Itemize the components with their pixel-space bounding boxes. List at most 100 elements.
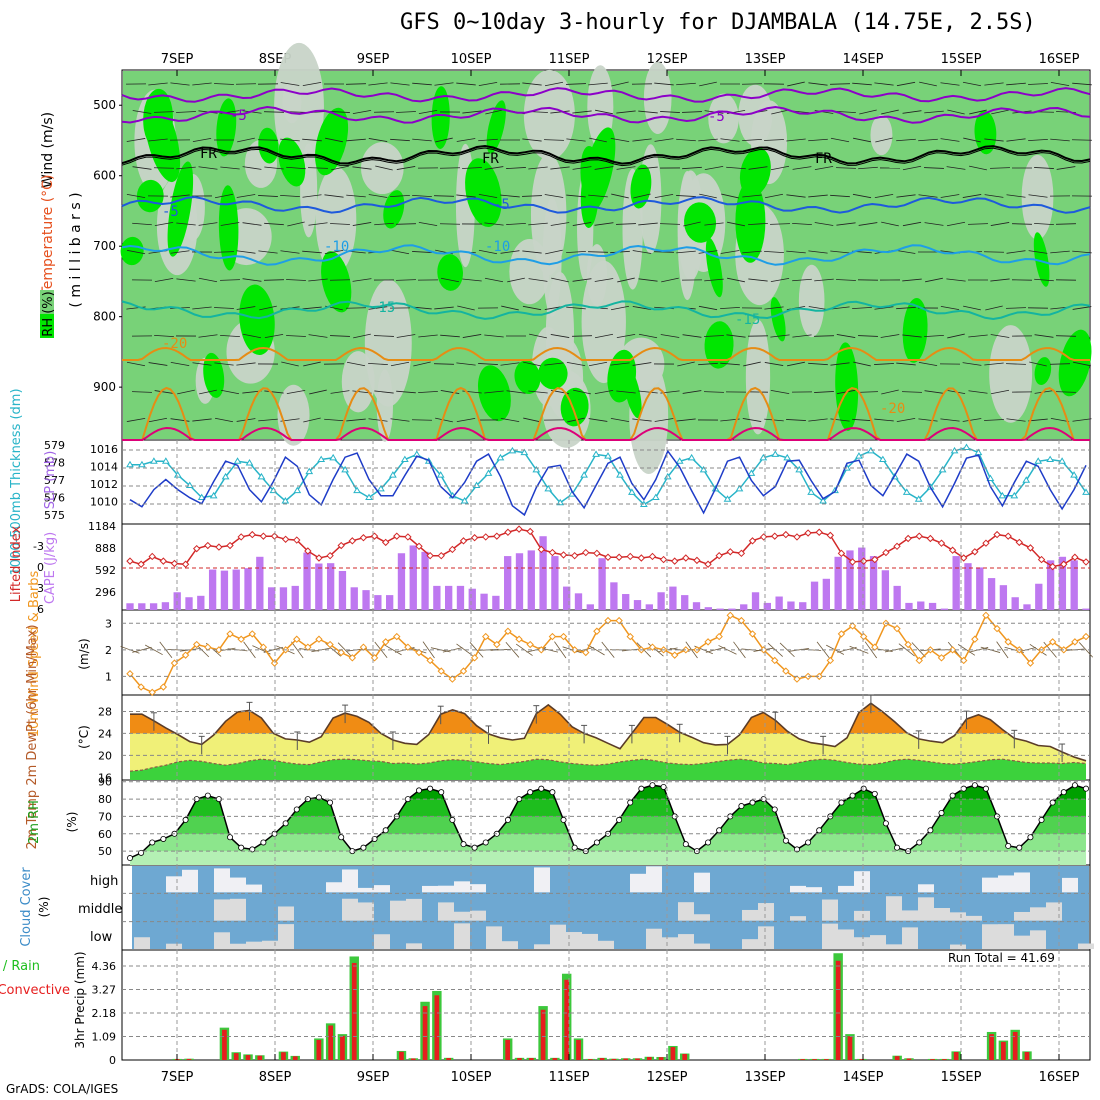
- wind-barb: [242, 333, 262, 339]
- precip-convective-bar: [245, 1055, 251, 1060]
- wind-barb: [1006, 250, 1026, 254]
- wind10-speed-point: [270, 659, 279, 667]
- rh2m-point: [771, 806, 778, 813]
- wind-barb: [764, 193, 784, 199]
- cloud-block: [838, 929, 854, 949]
- rh2m-point: [1016, 844, 1023, 851]
- wind-barb: [1073, 361, 1091, 367]
- thickness-point: [687, 453, 696, 461]
- contour-label: -5: [493, 197, 510, 213]
- cloud-block: [902, 910, 918, 921]
- cape-bar: [669, 586, 677, 610]
- cloud-block: [358, 902, 374, 921]
- lifted-tick: 6: [37, 603, 44, 616]
- thickness-point: [628, 488, 636, 495]
- slp-tick: 1010: [90, 496, 118, 509]
- wind-barb: [286, 279, 306, 281]
- cape-bar: [881, 570, 890, 610]
- wind-barb: [302, 194, 322, 198]
- wind-barb: [214, 83, 234, 85]
- wind10-speed-point: [248, 630, 256, 638]
- rh-dry-area: [798, 264, 825, 338]
- wind-barb: [390, 82, 410, 86]
- cape-bar: [1011, 597, 1019, 610]
- millibars-axis-label: ( m i l l i b a r s ): [68, 192, 84, 307]
- cape-bar: [645, 604, 653, 610]
- cloud-block: [678, 934, 694, 949]
- wind-barb: [286, 335, 306, 337]
- wind-barb: [918, 361, 938, 367]
- wind-barb: [220, 166, 240, 170]
- wind-barb: [616, 166, 636, 170]
- cape-bar: [952, 556, 960, 610]
- rh-moist-area: [321, 251, 352, 313]
- wind-barb: [346, 361, 366, 367]
- wind-barb: [154, 111, 174, 113]
- cape-bar: [1023, 604, 1031, 610]
- wind10-speed-point: [582, 648, 590, 657]
- thickness-point: [1070, 471, 1078, 478]
- wind-barb: [660, 334, 680, 338]
- wind-barb: [698, 305, 718, 311]
- wind-barb: [440, 277, 460, 283]
- wind-barb: [303, 417, 321, 423]
- precip-convective-bar: [422, 1006, 428, 1060]
- rh2m-tick: 50: [98, 845, 112, 858]
- wind-barb: [968, 223, 988, 225]
- wind10-speed-point: [837, 630, 846, 638]
- wind-barb: [308, 222, 328, 226]
- cape-bar: [893, 585, 901, 610]
- cloud-block: [1030, 907, 1046, 921]
- wind-barb: [595, 109, 613, 115]
- lifted-index-point: [1026, 544, 1035, 552]
- dewpoint-fill: [130, 759, 1086, 780]
- wind-barb: [522, 250, 542, 254]
- temp-contour-minus5: [121, 105, 1091, 124]
- lifted-index-point: [192, 544, 201, 553]
- rh2m-point: [716, 827, 723, 834]
- rh2m-point: [238, 844, 245, 851]
- lifted-index-point: [1082, 558, 1090, 566]
- wind-barb: [264, 279, 284, 281]
- wind-barb: [126, 193, 146, 199]
- wind-barb: [727, 277, 745, 283]
- rh-dry-area: [677, 170, 697, 301]
- cloud-block: [982, 877, 998, 893]
- cape-bar: [515, 553, 524, 610]
- wind-barb: [896, 250, 916, 254]
- rh2m-point: [838, 799, 845, 806]
- cape-tick: 1184: [88, 520, 116, 533]
- lifted-index-point: [693, 556, 701, 565]
- cloud-block: [918, 897, 934, 921]
- lifted-index-point: [415, 542, 423, 551]
- slp-line: [129, 449, 1087, 517]
- lifted-index-point: [404, 533, 412, 541]
- lifted-index-point: [370, 532, 379, 540]
- wind-barb: [462, 167, 482, 169]
- wind-barb: [126, 249, 146, 255]
- wind-barb: [830, 306, 850, 310]
- cloud-block: [966, 915, 982, 921]
- cape-bar: [999, 585, 1008, 610]
- wind-barb: [852, 306, 872, 310]
- rh2m-point: [182, 816, 189, 823]
- wind-barb: [440, 334, 460, 338]
- wind-barb: [132, 222, 152, 226]
- cloud-block: [646, 866, 662, 893]
- wind-barb: [170, 82, 190, 86]
- cape-bar: [197, 595, 205, 610]
- thickness-point: [221, 472, 230, 480]
- lifted-index-point: [582, 548, 590, 557]
- cape-bar: [940, 608, 949, 610]
- thickness-point: [329, 453, 338, 461]
- wind-barb: [1050, 417, 1070, 423]
- wind-barb: [176, 278, 196, 282]
- precip-convective-bar: [576, 1039, 581, 1060]
- cape-bar: [433, 585, 441, 610]
- wind-barb: [764, 362, 784, 366]
- wind-barb: [808, 250, 828, 254]
- wind10-speed-point: [626, 632, 634, 641]
- wind-barb: [325, 137, 343, 143]
- rh2m-point: [227, 834, 234, 841]
- wind-barb: [154, 167, 174, 169]
